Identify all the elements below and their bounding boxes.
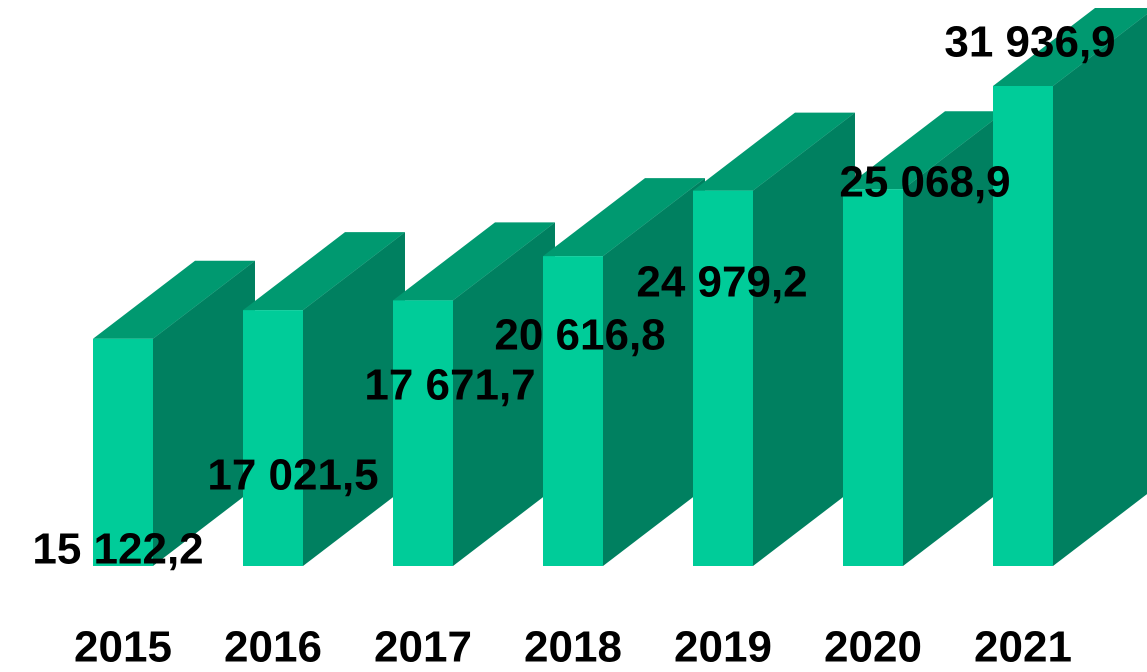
x-tick-label: 2015 — [74, 623, 172, 672]
bar-front — [93, 338, 153, 566]
bar-front — [393, 300, 453, 566]
value-label: 24 979,2 — [636, 258, 807, 307]
bar-top — [843, 111, 1005, 190]
bar-side — [753, 112, 855, 566]
bar-side — [603, 178, 705, 566]
bar-side — [1053, 14, 1147, 566]
bar-top — [393, 222, 555, 301]
value-label: 25 068,9 — [839, 158, 1010, 207]
bar-side — [153, 260, 255, 566]
bar-top — [693, 112, 855, 191]
bar — [843, 111, 1005, 566]
bar — [543, 178, 705, 566]
bar-top — [543, 178, 705, 257]
x-tick-label: 2021 — [974, 623, 1072, 672]
bar-side — [453, 222, 555, 567]
value-label: 20 616,8 — [494, 311, 665, 360]
bar — [993, 8, 1147, 566]
bar — [693, 112, 855, 566]
x-tick-label: 2016 — [224, 623, 322, 672]
x-tick-label: 2020 — [824, 623, 922, 672]
bar-top — [93, 260, 255, 339]
x-tick-label: 2019 — [674, 623, 772, 672]
bars — [93, 8, 1147, 567]
x-tick-label: 2018 — [524, 623, 622, 672]
bar-side — [303, 232, 405, 566]
value-label: 17 021,5 — [207, 451, 378, 500]
bar-front — [543, 256, 603, 566]
value-label: 15 122,2 — [32, 525, 203, 574]
bar-front — [843, 189, 903, 566]
value-label: 17 671,7 — [364, 361, 535, 410]
bar-front — [993, 86, 1053, 566]
bar — [243, 232, 405, 566]
bar-front — [243, 310, 303, 566]
bar — [393, 222, 555, 567]
bar-top — [993, 8, 1147, 86]
value-label: 31 936,9 — [944, 18, 1115, 67]
bar-side — [903, 111, 1005, 566]
bar — [93, 260, 255, 566]
bar-top — [243, 232, 405, 311]
x-tick-label: 2017 — [374, 623, 472, 672]
bar-front — [693, 190, 753, 566]
